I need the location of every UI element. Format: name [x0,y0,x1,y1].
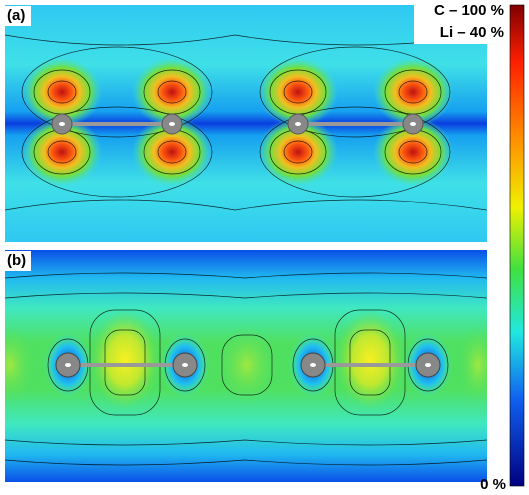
panel-label: (b) [7,252,26,269]
label-bg [5,251,31,271]
legend-bg [414,0,506,44]
label-bg [5,6,31,26]
colorbar [509,4,525,487]
colorbar-top-label: C – 100 % [434,2,504,19]
panel-b-map [5,250,487,482]
panel-a-map [5,5,487,242]
panel-label: (a) [7,7,25,24]
colorbar-bottom-label: 0 % [480,476,506,493]
colorbar-top-label: Li – 40 % [440,24,504,41]
